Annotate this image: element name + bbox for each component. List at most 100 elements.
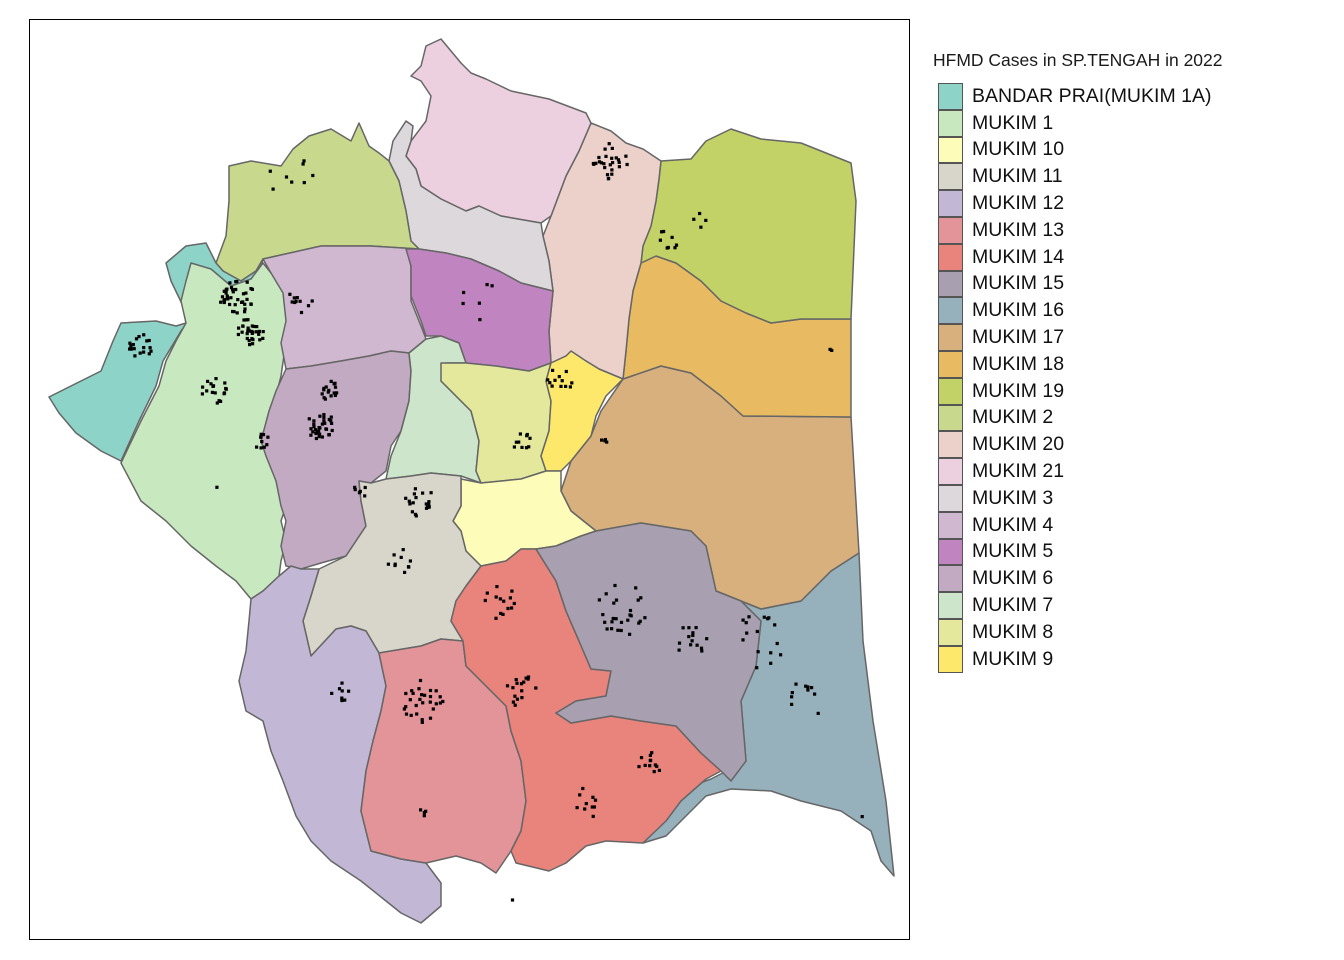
case-point	[148, 346, 152, 350]
case-point	[242, 318, 246, 322]
legend-item[interactable]: BANDAR PRAI(MUKIM 1A)	[933, 83, 1223, 110]
case-point	[527, 445, 531, 449]
case-point	[611, 161, 615, 165]
legend-item[interactable]: MUKIM 14	[933, 243, 1223, 271]
case-point	[510, 606, 514, 610]
case-point	[255, 445, 259, 449]
case-point	[551, 368, 555, 372]
legend-swatch	[938, 136, 963, 164]
case-point	[513, 694, 517, 698]
region-mukim-15[interactable]	[535, 522, 762, 782]
legend-swatch	[938, 592, 963, 619]
case-point	[860, 815, 864, 819]
legend-item[interactable]: MUKIM 17	[933, 324, 1223, 351]
case-point	[755, 629, 759, 634]
case-point	[329, 415, 333, 419]
case-point	[327, 388, 331, 392]
legend-swatch	[938, 377, 963, 405]
legend-item[interactable]: MUKIM 18	[933, 350, 1223, 378]
legend-swatch	[938, 565, 963, 593]
legend-item[interactable]: MUKIM 6	[933, 565, 1223, 593]
case-point	[260, 440, 264, 444]
case-point	[790, 695, 794, 699]
case-point	[434, 702, 438, 706]
legend-item[interactable]: MUKIM 21	[933, 458, 1223, 485]
region-mukim-4[interactable]	[262, 245, 427, 370]
case-point	[403, 570, 407, 574]
case-point	[235, 311, 239, 315]
legend-item[interactable]: MUKIM 5	[933, 538, 1223, 566]
map-canvas[interactable]	[30, 20, 911, 941]
case-point	[626, 618, 630, 622]
case-point	[318, 432, 322, 436]
case-point	[428, 695, 433, 699]
case-point	[611, 616, 615, 621]
legend-item[interactable]: MUKIM 12	[933, 190, 1223, 217]
case-point	[478, 318, 482, 322]
case-point	[612, 601, 616, 605]
legend-swatch	[938, 511, 963, 539]
case-points	[128, 142, 864, 902]
legend-swatch	[938, 324, 963, 351]
case-point	[427, 505, 431, 509]
case-point	[657, 768, 661, 772]
case-point	[779, 653, 783, 657]
case-point	[762, 615, 766, 619]
legend-item[interactable]: MUKIM 13	[933, 216, 1223, 244]
case-point	[302, 181, 306, 185]
case-point	[209, 382, 213, 386]
case-point	[302, 159, 306, 163]
legend-item[interactable]: MUKIM 20	[933, 431, 1223, 459]
case-point	[524, 446, 529, 450]
legend-item[interactable]: MUKIM 8	[933, 618, 1223, 646]
case-point	[228, 302, 232, 307]
legend-item[interactable]: MUKIM 16	[933, 297, 1223, 325]
case-point	[245, 336, 249, 341]
case-point	[284, 175, 289, 179]
legend-item[interactable]: MUKIM 4	[933, 511, 1223, 539]
legend-label: MUKIM 9	[972, 647, 1054, 670]
case-point	[234, 280, 238, 284]
legend-item[interactable]: MUKIM 9	[933, 645, 1223, 673]
legend-item[interactable]: MUKIM 19	[933, 377, 1223, 405]
case-point	[660, 230, 664, 234]
case-point	[223, 381, 227, 385]
case-point	[210, 390, 214, 394]
case-point	[681, 626, 685, 630]
case-point	[335, 391, 339, 395]
legend-item[interactable]: MUKIM 10	[933, 136, 1223, 164]
legend-item[interactable]: MUKIM 15	[933, 270, 1223, 298]
case-point	[546, 378, 550, 382]
case-point	[259, 432, 263, 436]
case-point	[692, 217, 696, 221]
legend-item[interactable]: MUKIM 3	[933, 484, 1223, 512]
case-point	[636, 598, 640, 602]
case-point	[257, 329, 261, 333]
case-point	[265, 443, 269, 447]
case-point	[477, 301, 481, 305]
case-point	[330, 421, 334, 425]
case-point	[129, 347, 133, 351]
case-point	[687, 635, 691, 639]
case-point	[499, 611, 503, 615]
case-point	[261, 433, 266, 437]
case-point	[428, 700, 432, 704]
legend-swatch	[938, 270, 963, 298]
case-point	[142, 346, 146, 350]
case-point	[494, 616, 498, 620]
case-point	[816, 711, 820, 715]
case-point	[314, 436, 318, 441]
legend-item[interactable]: MUKIM 1	[933, 109, 1223, 137]
case-point	[200, 392, 204, 396]
legend-item[interactable]: MUKIM 7	[933, 592, 1223, 619]
case-point	[506, 606, 510, 611]
legend-label: BANDAR PRAI(MUKIM 1A)	[972, 84, 1212, 107]
legend-item[interactable]: MUKIM 11	[933, 163, 1223, 191]
case-point	[406, 565, 411, 569]
case-point	[211, 384, 216, 388]
legend: HFMD Cases in SP.TENGAH in 2022 BANDAR P…	[933, 50, 1223, 673]
case-point	[233, 303, 237, 307]
legend-item[interactable]: MUKIM 2	[933, 404, 1223, 432]
case-point	[399, 555, 403, 559]
case-point	[653, 763, 657, 767]
